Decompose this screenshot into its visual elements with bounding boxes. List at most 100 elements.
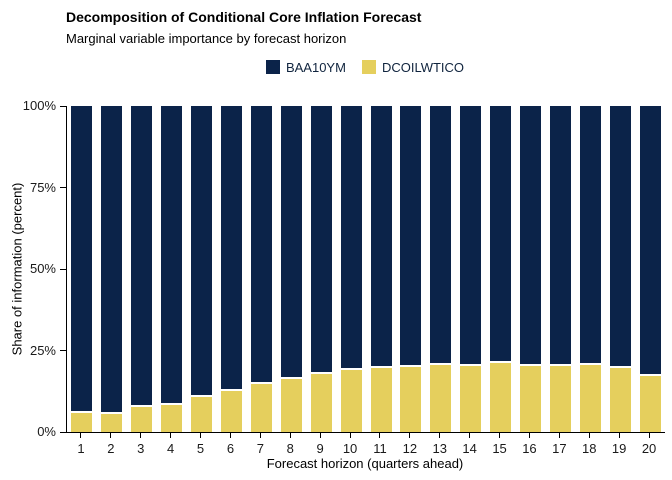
bar-segment-baa10ym [639, 106, 661, 374]
x-tick-label: 15 [492, 441, 507, 456]
bar-segment-dcoilwtico [161, 402, 183, 432]
bar-column-1 [67, 106, 97, 432]
bar-stack-17 [549, 106, 571, 432]
bar-segment-dcoilwtico [609, 366, 631, 432]
x-tick-mark [80, 433, 82, 438]
bar-stack-16 [520, 106, 542, 432]
bar-segment-baa10ym [400, 106, 422, 365]
y-tick-mark [60, 268, 66, 270]
bar-stack-1 [71, 106, 93, 432]
x-tick-label: 4 [167, 441, 175, 456]
x-tick-mark [379, 433, 381, 438]
x-tick-mark [319, 433, 321, 438]
bar-stack-3 [131, 106, 153, 432]
bar-segment-dcoilwtico [280, 376, 302, 432]
bar-column-12 [396, 106, 426, 432]
bar-segment-baa10ym [340, 106, 362, 369]
x-tick-mark [588, 433, 590, 438]
x-tick-label: 1 [77, 441, 85, 456]
x-tick-label: 11 [373, 441, 387, 456]
bar-segment-dcoilwtico [579, 362, 601, 432]
bar-stack-7 [250, 106, 272, 432]
bar-segment-baa10ym [161, 106, 183, 403]
legend-swatch-baa10ym [265, 60, 280, 74]
x-tick-label: 6 [226, 441, 235, 456]
x-tick-label: 9 [316, 441, 324, 456]
bar-column-11 [366, 106, 396, 432]
x-tick-mark [648, 433, 650, 438]
bar-stack-8 [280, 106, 302, 432]
legend-swatch-dcoilwtico [361, 60, 376, 74]
bar-stack-14 [460, 106, 482, 432]
y-tick-label: 100% [22, 98, 56, 113]
x-tick-label: 2 [107, 441, 115, 456]
bar-segment-dcoilwtico [549, 363, 571, 432]
x-tick-mark [618, 433, 620, 438]
legend-label: DCOILWTICO [381, 59, 465, 75]
bar-segment-dcoilwtico [490, 361, 512, 432]
x-tick-label: 16 [522, 441, 537, 456]
x-tick-label: 18 [582, 441, 597, 456]
x-tick-label: 12 [402, 441, 418, 456]
bar-segment-dcoilwtico [101, 412, 123, 432]
x-tick-label: 8 [286, 441, 294, 456]
y-tick-mark [60, 350, 66, 351]
bar-segment-dcoilwtico [430, 362, 452, 432]
bar-stack-9 [310, 106, 332, 432]
y-tick-label: 25% [29, 342, 56, 358]
x-tick-mark [499, 433, 501, 438]
bar-stack-13 [430, 106, 452, 432]
bar-stack-20 [639, 106, 661, 432]
bar-segment-baa10ym [101, 106, 123, 413]
x-tick-mark [229, 433, 231, 438]
bar-segment-baa10ym [131, 106, 153, 405]
bar-stack-11 [370, 106, 392, 432]
bar-segment-baa10ym [370, 106, 392, 366]
bar-stack-15 [490, 106, 512, 432]
bar-segment-baa10ym [490, 106, 512, 362]
bar-segment-baa10ym [520, 106, 542, 365]
bar-column-10 [336, 106, 366, 432]
bar-segment-baa10ym [191, 106, 213, 395]
bar-column-3 [127, 106, 157, 432]
bar-segment-dcoilwtico [340, 368, 362, 432]
x-tick-label: 10 [342, 441, 358, 456]
bar-segment-dcoilwtico [220, 388, 242, 432]
x-tick-mark [558, 433, 560, 438]
bar-stack-4 [161, 106, 183, 432]
x-axis-title: Forecast horizon (quarters ahead) [266, 456, 464, 471]
x-tick-label: 19 [611, 441, 627, 456]
bar-column-9 [306, 106, 336, 432]
x-tick-label: 20 [641, 441, 657, 456]
bar-column-19 [605, 106, 635, 432]
bars-container [67, 106, 665, 432]
bar-segment-baa10ym [310, 106, 332, 373]
x-tick-mark [439, 433, 441, 438]
bar-stack-2 [101, 106, 123, 432]
legend-item-dcoilwtico: DCOILWTICO [361, 59, 465, 75]
bar-column-17 [546, 106, 576, 432]
x-tick-mark [110, 433, 112, 438]
x-tick-mark [289, 433, 291, 438]
bar-segment-dcoilwtico [400, 364, 422, 432]
bar-segment-baa10ym [250, 106, 272, 382]
bar-column-14 [456, 106, 486, 432]
bar-segment-dcoilwtico [310, 372, 332, 432]
bar-segment-dcoilwtico [639, 373, 661, 432]
y-tick-label: 75% [29, 179, 56, 195]
x-tick-label: 7 [256, 441, 264, 456]
bar-segment-baa10ym [549, 106, 571, 364]
bar-segment-dcoilwtico [370, 365, 392, 432]
x-tick-mark [409, 433, 411, 438]
plot-area [66, 106, 665, 433]
bar-segment-baa10ym [280, 106, 302, 377]
bar-segment-baa10ym [460, 106, 482, 364]
bar-segment-baa10ym [71, 106, 93, 411]
bar-column-6 [217, 106, 247, 432]
legend: BAA10YM DCOILWTICO [66, 58, 664, 76]
bar-column-18 [575, 106, 605, 432]
bar-stack-5 [191, 106, 213, 432]
y-tick-mark [60, 105, 66, 107]
bar-segment-baa10ym [579, 106, 601, 363]
y-tick-label: 0% [37, 424, 56, 439]
